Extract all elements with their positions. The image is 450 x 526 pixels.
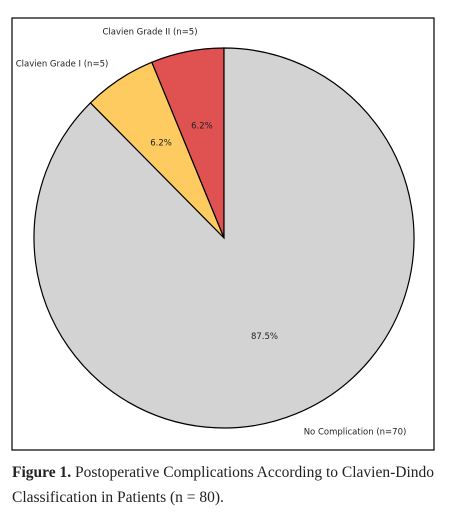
caption: Figure 1. Postoperative Complications Ac… (12, 460, 442, 510)
category-label: Clavien Grade I (n=5) (16, 60, 109, 70)
frame (11, 17, 435, 451)
pie-slice (33, 47, 415, 429)
value-label: 87.5% (251, 332, 278, 342)
category-label: Clavien Grade II (n=5) (102, 28, 197, 38)
category-label: No Complication (n=70) (304, 428, 407, 438)
value-label: 6.2% (150, 138, 172, 148)
caption-text: Postoperative Complications According to… (12, 464, 435, 506)
value-label: 6.2% (191, 122, 213, 132)
caption-label: Figure 1. (12, 464, 72, 481)
chart: 6.2% Clavien Grade II (n=5) 6.2% Clavien Gr… (11, 17, 435, 451)
